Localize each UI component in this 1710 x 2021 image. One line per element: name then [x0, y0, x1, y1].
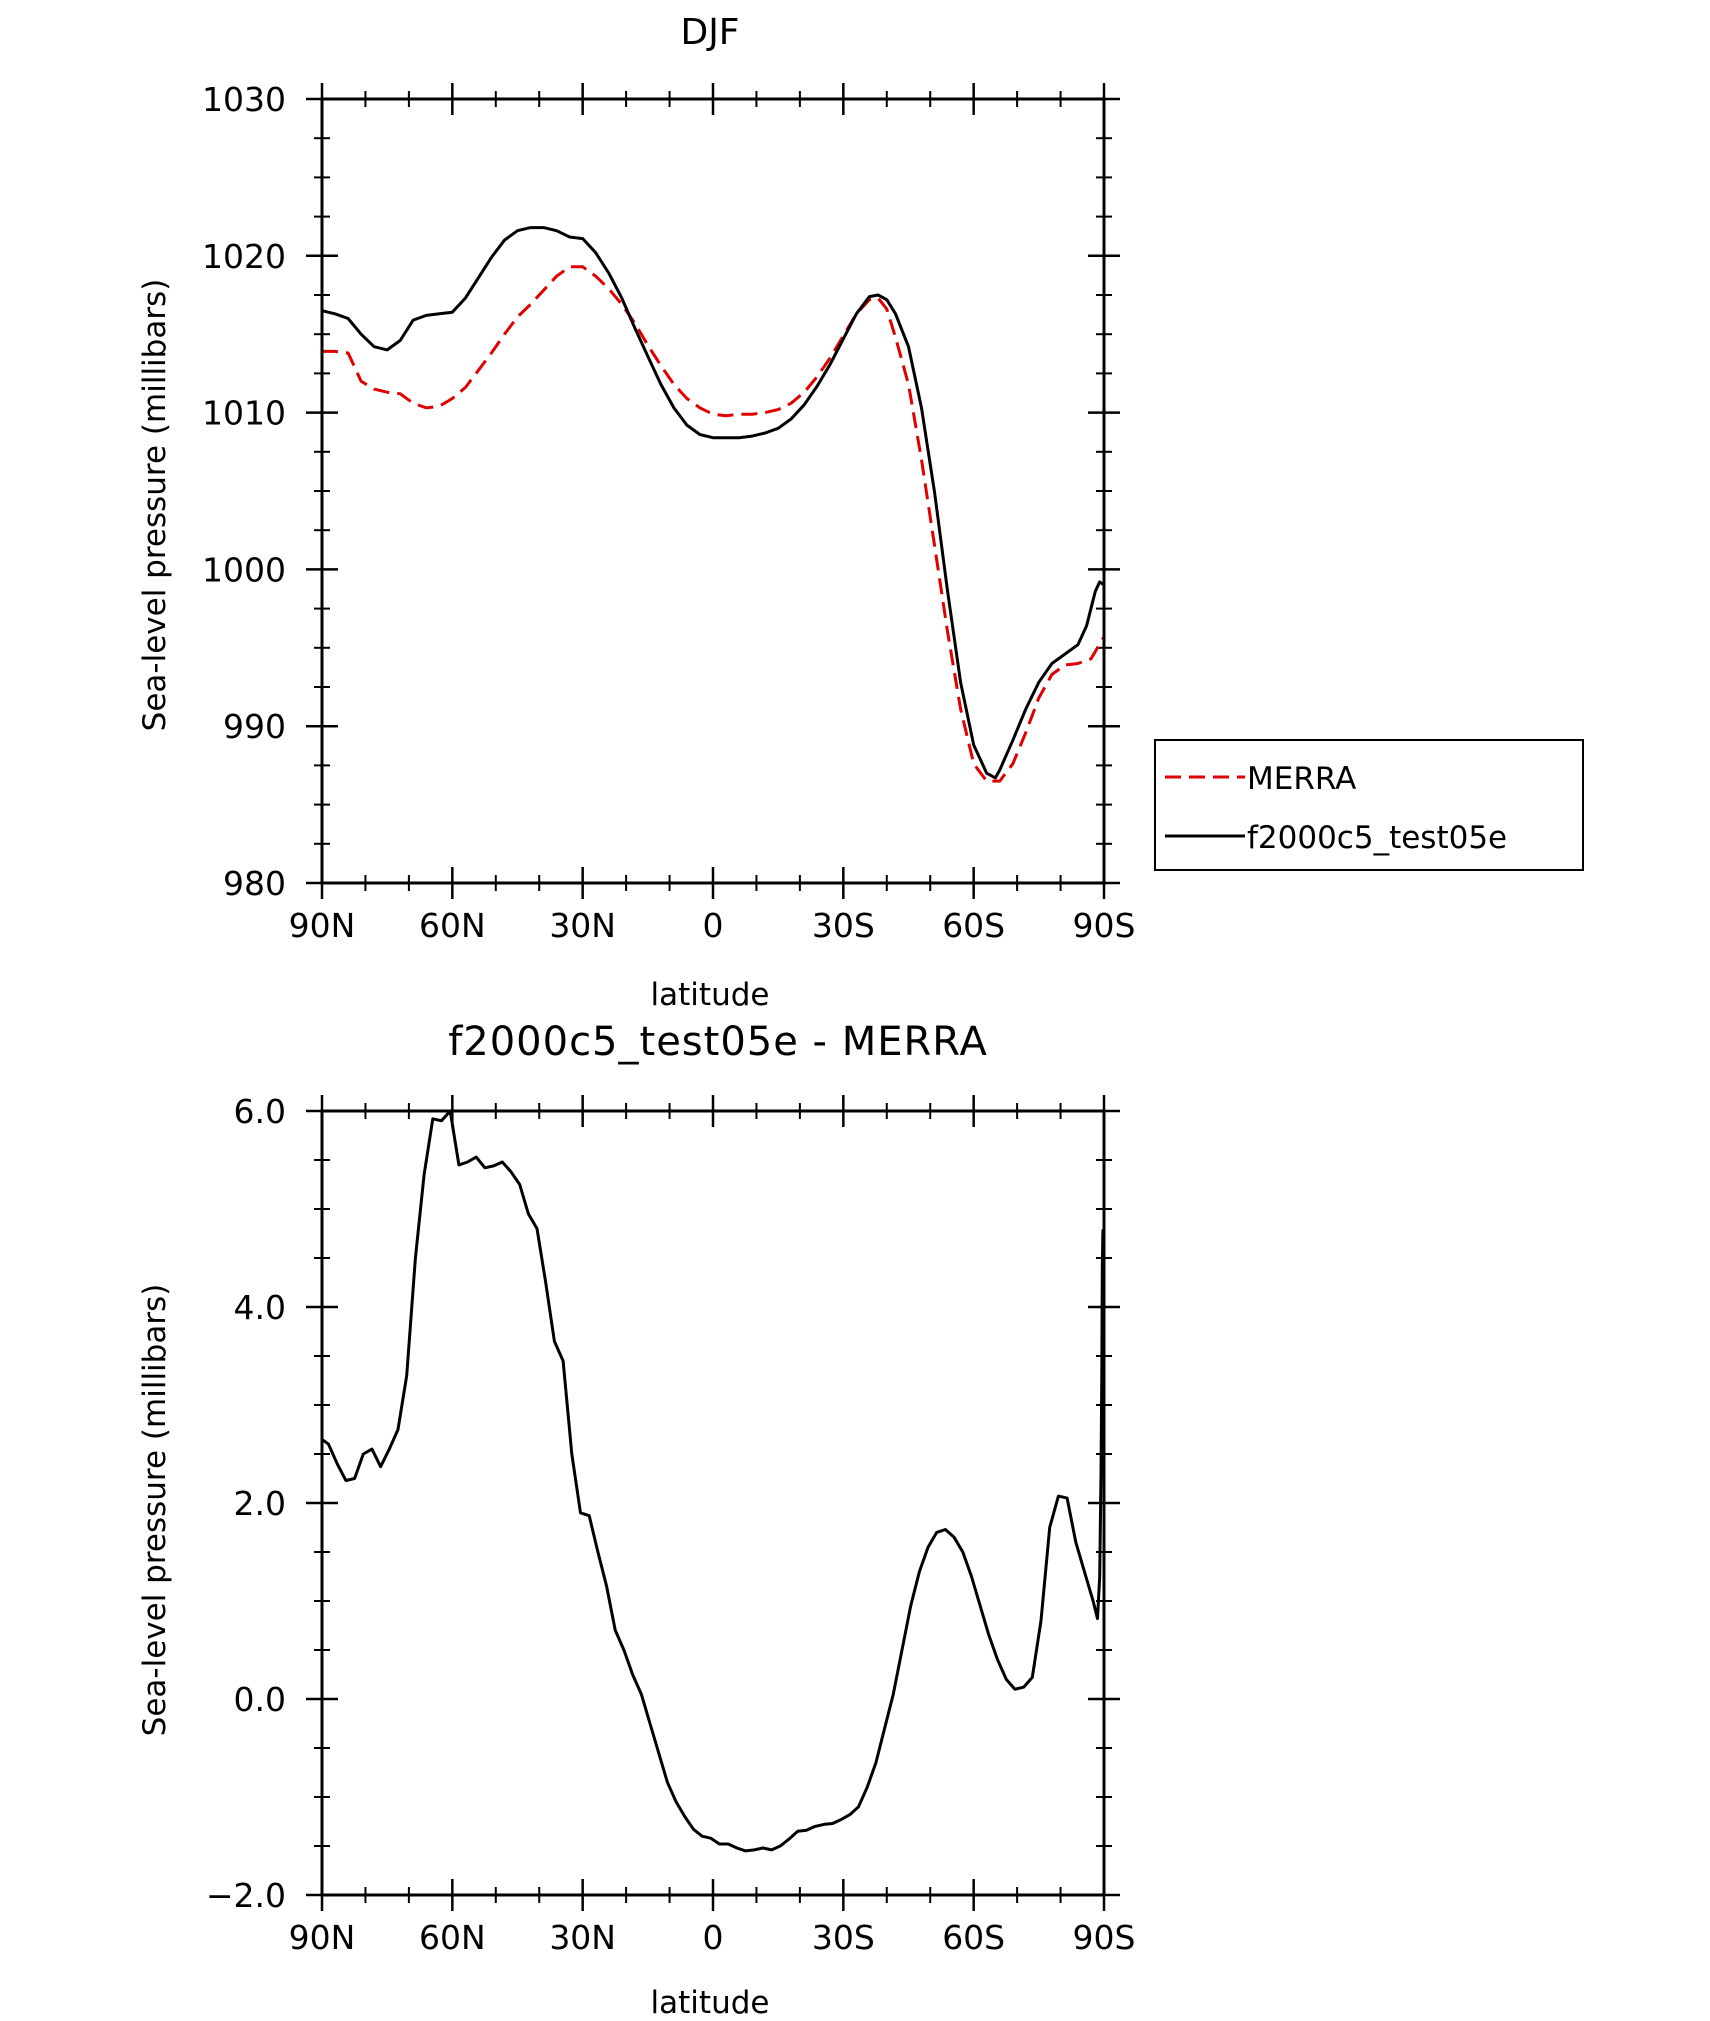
bottom-chart-title: f2000c5_test05e - MERRA	[448, 1019, 988, 1065]
merra-series-line	[322, 265, 1106, 783]
x-tick-label: 30N	[549, 906, 616, 945]
x-tick-label: 60S	[942, 1918, 1005, 1957]
y-tick-label: 1030	[202, 80, 286, 119]
bottom-chart-ylabel: Sea-level pressure (millibars)	[137, 1284, 173, 1737]
y-tick-label: 4.0	[234, 1288, 286, 1327]
x-tick-label: 0	[703, 1918, 724, 1957]
top-chart-ylabel: Sea-level pressure (millibars)	[137, 279, 173, 732]
y-tick-label: 2.0	[234, 1484, 286, 1523]
y-tick-label: −2.0	[206, 1876, 286, 1915]
x-tick-label: 60S	[942, 906, 1005, 945]
top-chart-tick-labels: 90N 60N 30N 0 30S 60S 90S 980 990 1000 1010 1020 103…	[202, 80, 1135, 945]
legend: MERRA f2000c5_test05e	[1154, 739, 1584, 871]
y-tick-label: 1010	[202, 394, 286, 433]
x-tick-label: 0	[703, 906, 724, 945]
x-tick-label: 60N	[419, 906, 486, 945]
bottom-chart-tick-labels: 90N 60N 30N 0 30S 60S 90S −2.0 0.0 2.0 4.0 6.0	[206, 1092, 1136, 1957]
x-tick-label: 90N	[289, 906, 356, 945]
x-tick-label: 90S	[1073, 906, 1136, 945]
bottom-chart-series	[321, 1109, 1106, 1853]
x-tick-label: 30S	[812, 1918, 875, 1957]
legend-box	[1154, 739, 1584, 871]
top-chart-frame	[320, 97, 1106, 885]
f2000c5-test05e-series-line	[321, 226, 1105, 780]
top-chart-title: DJF	[680, 12, 739, 53]
legend-merra-label: MERRA	[1247, 761, 1356, 797]
top-chart-panel: DJF Sea-level pressure (millibars) latit…	[137, 12, 1584, 1013]
x-tick-label: 90S	[1073, 1918, 1136, 1957]
legend-model-label: f2000c5_test05e	[1247, 820, 1507, 856]
y-tick-label: 1000	[202, 550, 286, 589]
x-tick-label: 30S	[812, 906, 875, 945]
y-tick-label: 990	[223, 707, 286, 746]
x-tick-label: 60N	[419, 1918, 486, 1957]
top-chart-xlabel: latitude	[651, 977, 770, 1013]
y-tick-label: 6.0	[234, 1092, 286, 1131]
bottom-chart-xlabel: latitude	[651, 1985, 770, 2021]
y-tick-label: 980	[223, 864, 286, 903]
x-tick-label: 30N	[549, 1918, 616, 1957]
difference-series-line	[321, 1109, 1106, 1853]
bottom-chart-panel: f2000c5_test05e - MERRA Sea-level pressu…	[137, 1019, 1135, 2021]
y-tick-label: 0.0	[234, 1680, 286, 1719]
bottom-chart-frame	[320, 1109, 1106, 1897]
y-tick-label: 1020	[202, 237, 286, 276]
top-chart-series	[321, 226, 1106, 783]
x-tick-label: 90N	[289, 1918, 356, 1957]
